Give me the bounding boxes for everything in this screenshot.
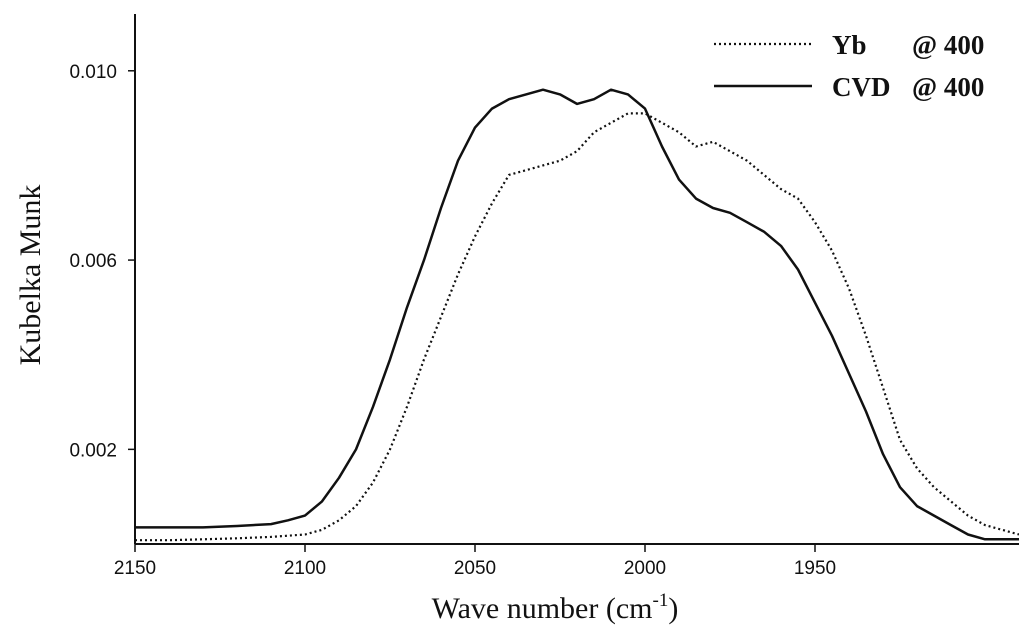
series-line-yb (135, 112, 1019, 542)
y-tick-label: 0.010 (69, 62, 117, 83)
legend-suffix-yb: @ 400 (912, 30, 984, 60)
legend: Yb @ 400 CVD @ 400 (714, 30, 984, 102)
x-tick-label: 2150 (114, 558, 156, 579)
x-axis-title-superscript: -1 (653, 590, 669, 611)
legend-suffix-cvd: @ 400 (912, 72, 984, 102)
legend-label-yb: Yb (832, 30, 867, 60)
plot-area: 2150 2100 2050 2000 1950 0.002 0.006 0.010 (69, 14, 1019, 579)
legend-item-cvd: CVD @ 400 (714, 72, 984, 102)
y-axis-title: Kubelka Munk (14, 185, 47, 366)
x-axis-title-close: ) (668, 592, 678, 625)
series-layer (135, 88, 1019, 542)
x-tick-label: 2100 (284, 558, 326, 579)
x-ticks: 2150 2100 2050 2000 1950 (114, 544, 836, 579)
y-ticks: 0.002 0.006 0.010 (69, 62, 135, 461)
series-line-cvd (135, 88, 1019, 541)
legend-label-cvd: CVD (832, 72, 891, 102)
x-axis-title: Wave number (cm-1) (432, 590, 679, 625)
y-tick-label: 0.006 (69, 251, 117, 272)
legend-item-yb: Yb @ 400 (714, 30, 984, 60)
x-tick-label: 2000 (624, 558, 666, 579)
x-tick-label: 2050 (454, 558, 496, 579)
y-tick-label: 0.002 (69, 440, 117, 461)
x-tick-label: 1950 (794, 558, 836, 579)
